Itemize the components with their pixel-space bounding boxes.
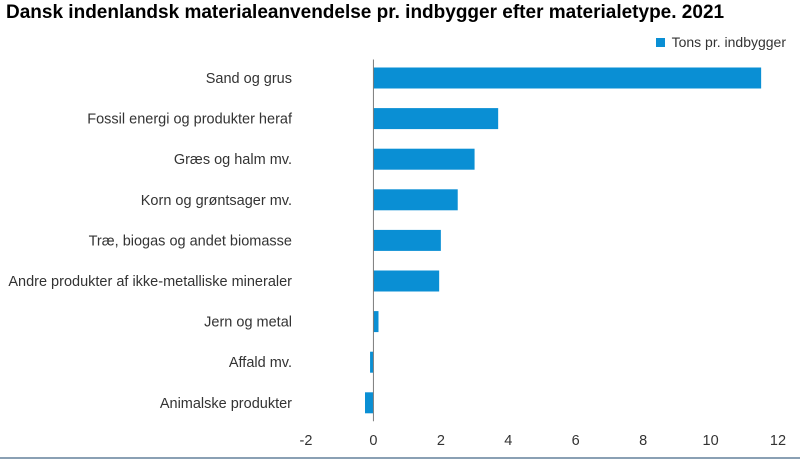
bar: [373, 148, 475, 170]
category-label: Animalske produkter: [160, 396, 292, 412]
category-label: Sand og grus: [206, 71, 292, 87]
x-tick-label: -2: [300, 433, 313, 449]
bar: [373, 108, 499, 130]
bar: [373, 67, 762, 89]
x-tick-label: 0: [369, 433, 377, 449]
x-tick-label: 4: [504, 433, 512, 449]
x-tick-label: 10: [703, 433, 719, 449]
category-label: Affald mv.: [229, 355, 292, 371]
category-label: Korn og grøntsager mv.: [141, 193, 292, 209]
legend-swatch: [655, 37, 665, 47]
x-tick-label: 8: [639, 433, 647, 449]
x-tick-label: 2: [437, 433, 445, 449]
category-label: Græs og halm mv.: [174, 152, 292, 168]
category-label: Andre produkter af ikke-metalliske miner…: [8, 274, 292, 290]
bar: [365, 392, 374, 414]
bar: [373, 189, 458, 211]
bottom-rule: [0, 457, 800, 459]
x-tick-label: 6: [572, 433, 580, 449]
chart-title: Dansk indenlandsk materialeanvendelse pr…: [6, 2, 725, 23]
x-tick-label: 12: [770, 433, 786, 449]
legend: Tons pr. indbygger: [655, 34, 786, 50]
category-label: Fossil energi og produkter heraf: [87, 112, 293, 128]
bar: [373, 311, 379, 333]
legend-label: Tons pr. indbygger: [671, 34, 786, 50]
bar: [373, 270, 440, 292]
bar: [373, 229, 441, 251]
category-label: Træ, biogas og andet biomasse: [89, 233, 292, 249]
category-label: Jern og metal: [204, 315, 292, 331]
bar: [370, 351, 374, 373]
